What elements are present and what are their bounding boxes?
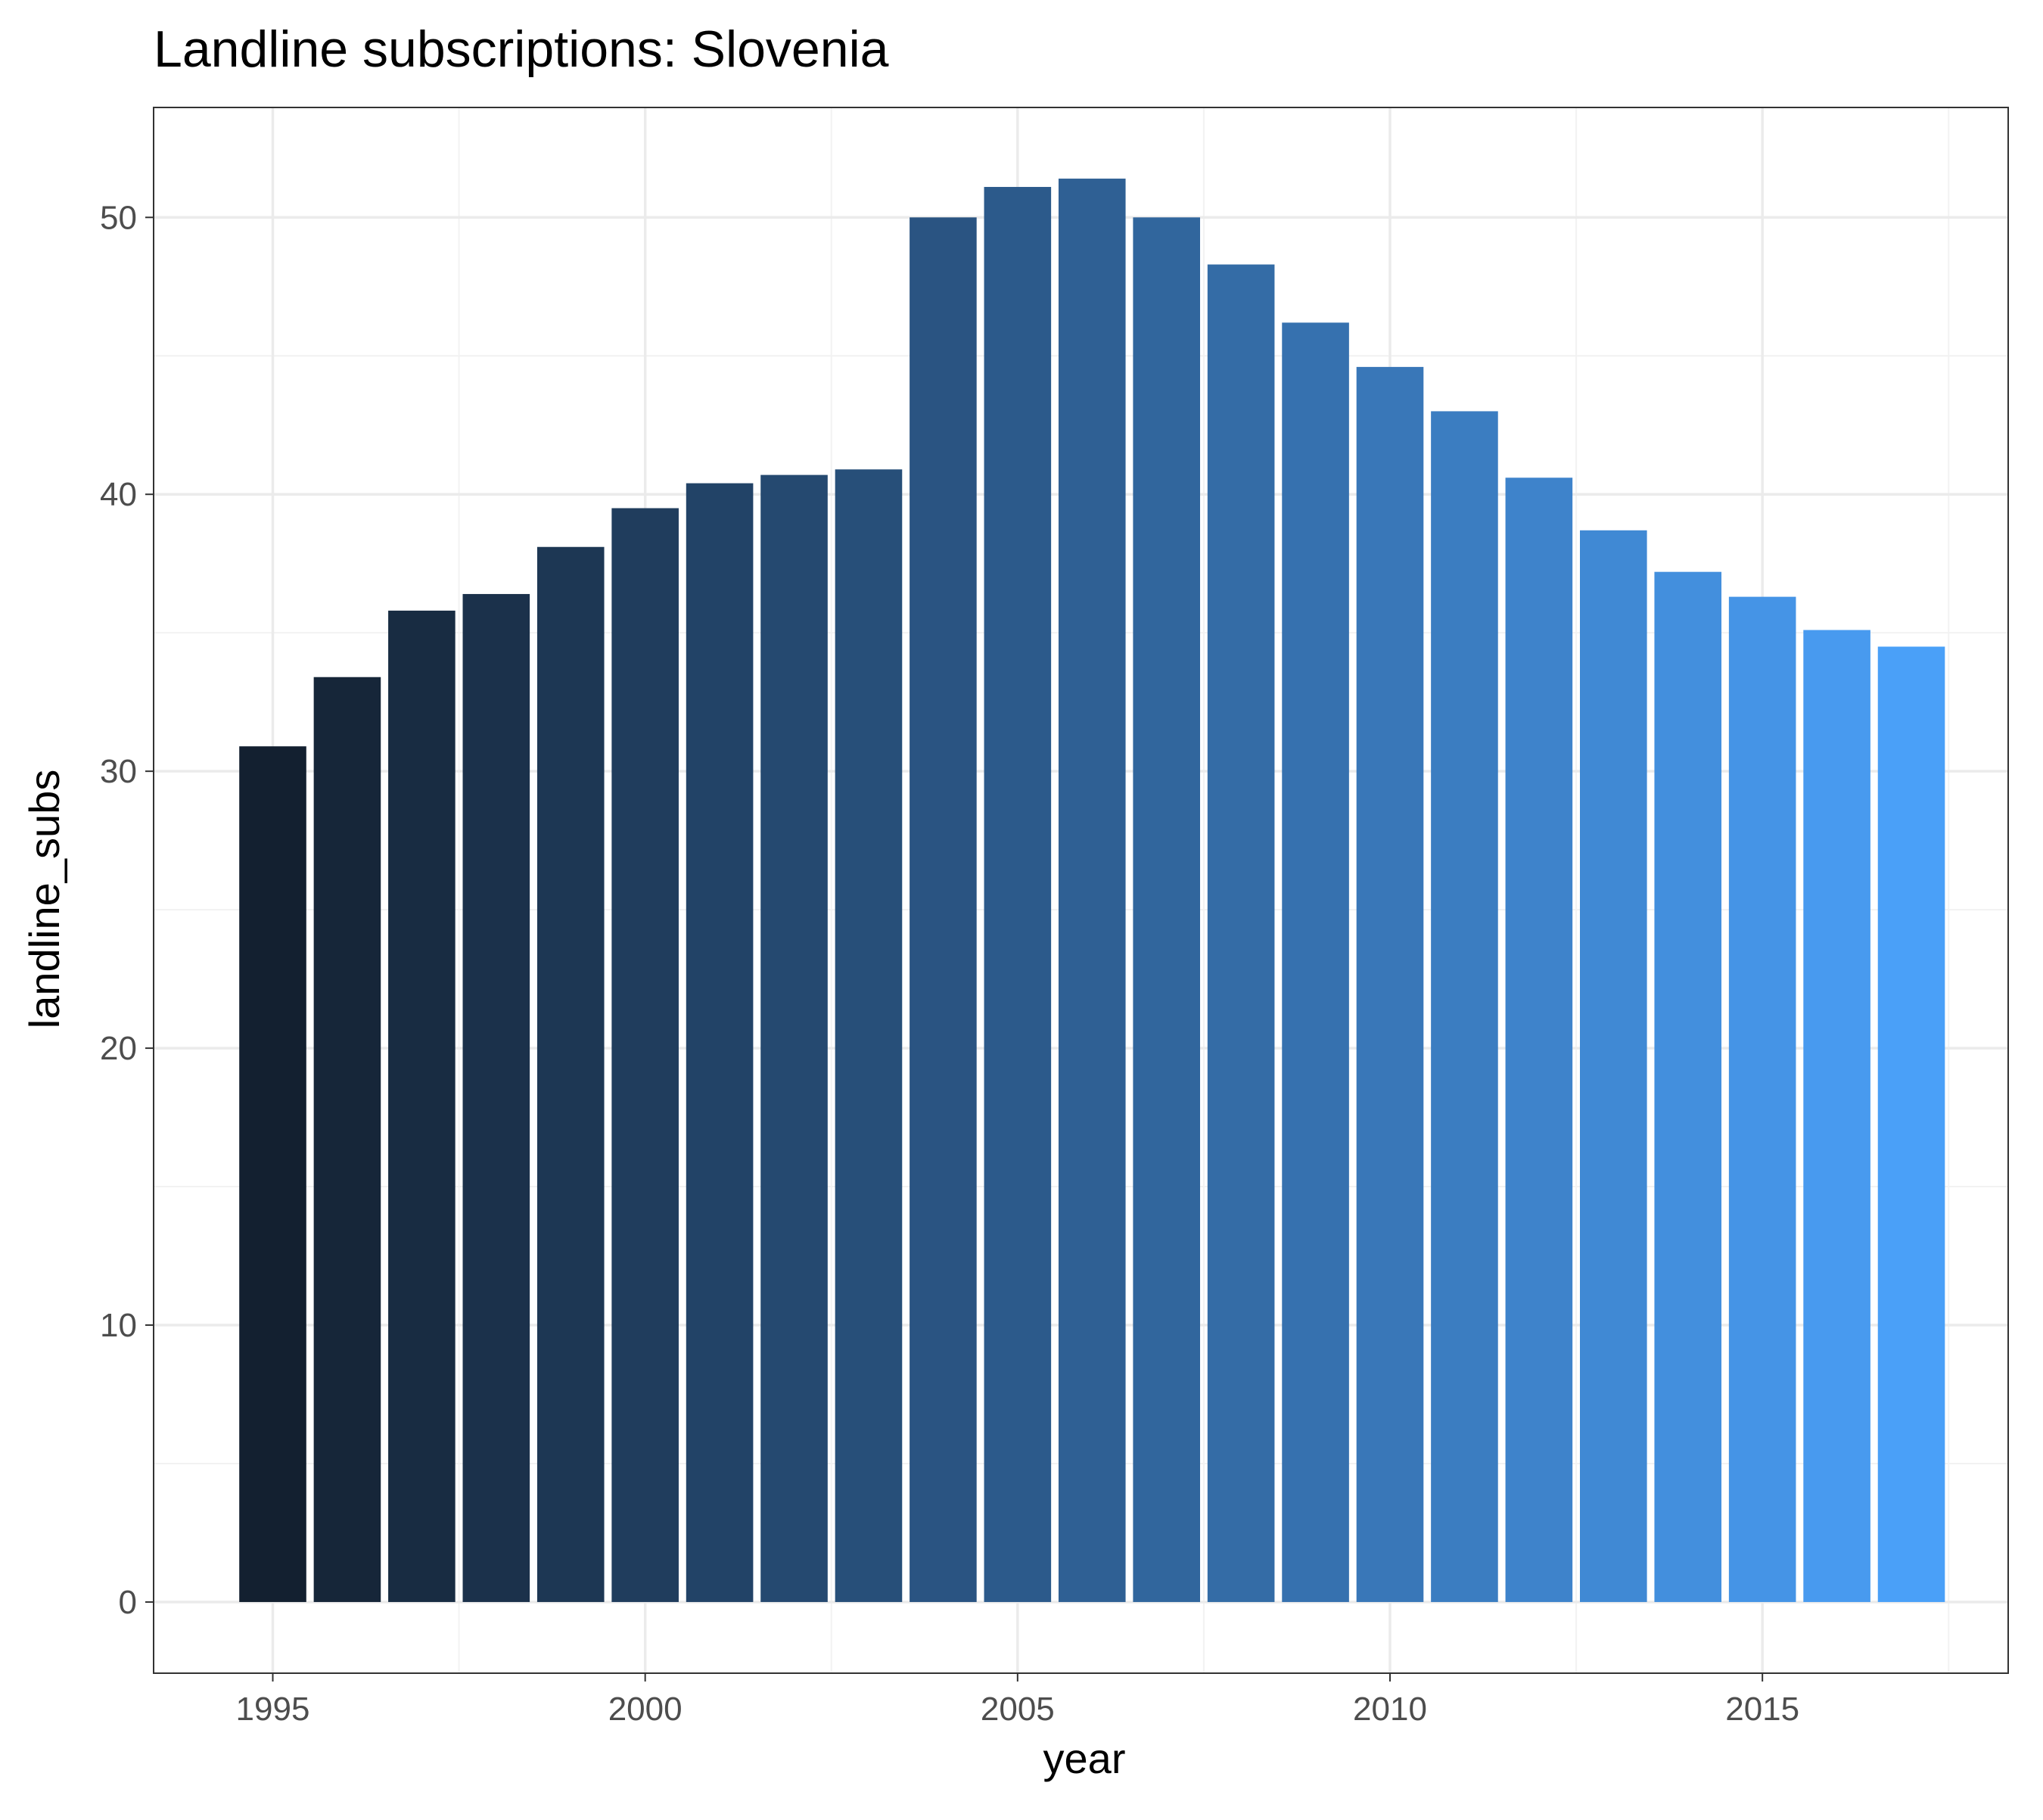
bar-2014 [1654,571,1722,1602]
bar-2017 [1877,646,1945,1602]
x-axis-label: year [1043,1734,1126,1782]
y-tick-label: 30 [100,753,137,790]
x-tick-label: 2005 [981,1691,1055,1728]
y-axis-label: landline_subs [20,770,68,1028]
bar-2009 [1282,322,1349,1602]
bar-2015 [1728,596,1796,1602]
bar-1995 [239,746,306,1602]
bar-2012 [1505,478,1573,1602]
bar-2003 [835,469,903,1602]
bar-2008 [1207,264,1275,1602]
x-tick-label: 2000 [608,1691,683,1728]
bar-2002 [760,474,828,1602]
y-tick-label: 50 [100,199,137,236]
bar-2010 [1356,366,1424,1602]
bar-1997 [388,610,456,1602]
bar-2000 [611,508,679,1602]
bar-2011 [1431,411,1498,1602]
x-axis: 1995 2000 2005 2010 2015 [236,1673,1799,1728]
bar-2016 [1803,630,1870,1602]
x-tick-label: 2010 [1353,1691,1427,1728]
chart-title: Landline subscriptions: Slovenia [154,20,889,78]
bar-1998 [462,593,530,1602]
y-tick-label: 10 [100,1307,137,1344]
x-tick-label: 2015 [1725,1691,1799,1728]
bar-1996 [313,677,381,1602]
panel-border [153,107,2009,1674]
bar-2006 [1058,179,1126,1602]
bar-series [239,179,1945,1602]
bar-2007 [1133,217,1200,1602]
bar-2013 [1580,530,1647,1602]
bar-1999 [536,546,605,1602]
y-tick-label: 40 [100,476,137,513]
x-tick-label: 1995 [236,1691,310,1728]
bar-2001 [686,483,754,1602]
y-tick-label: 0 [119,1584,137,1621]
y-axis: 0 10 20 30 40 50 [100,199,154,1621]
y-tick-label: 20 [100,1030,137,1067]
bar-2004 [910,217,977,1602]
bar-2005 [984,187,1052,1602]
